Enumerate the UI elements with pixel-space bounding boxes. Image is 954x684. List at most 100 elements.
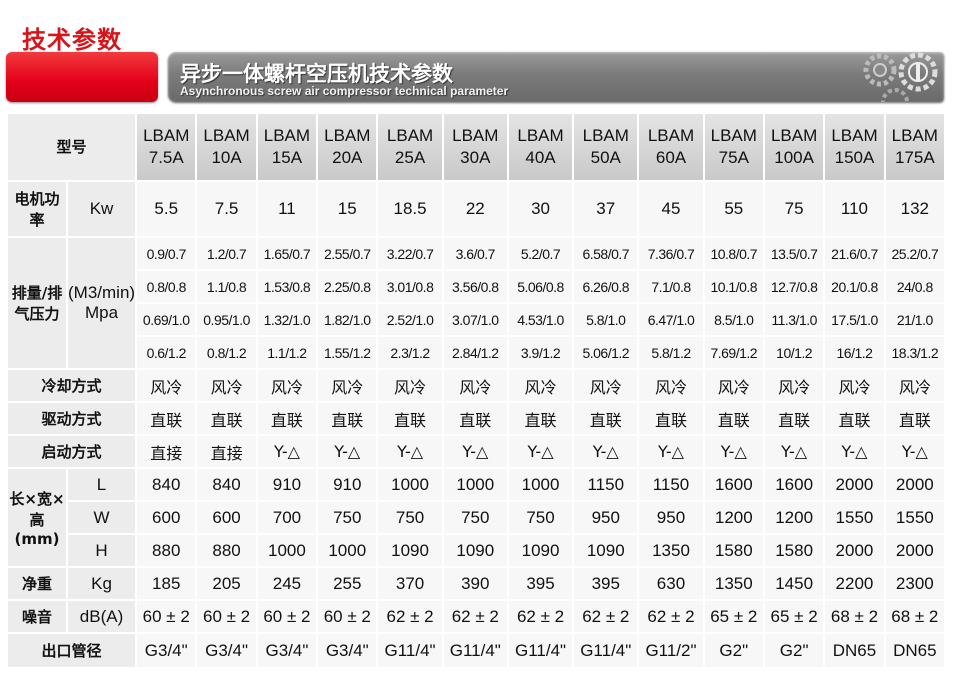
displacement-label: 排量/排气压力 bbox=[8, 238, 66, 368]
model-name-display: LBAM 150A bbox=[831, 126, 878, 167]
table-cell: G3/4" bbox=[197, 634, 256, 667]
table-cell: 6.47/1.0 bbox=[639, 304, 703, 335]
model-name-display: LBAM 30A bbox=[452, 126, 499, 167]
table-cell: 直接 bbox=[137, 436, 196, 467]
table-cell: 65 ± 2 bbox=[704, 601, 763, 632]
table-cell: 110 bbox=[825, 182, 884, 236]
table-cell: 7.69/1.2 bbox=[704, 337, 763, 368]
table-cell: 1000 bbox=[257, 535, 317, 566]
table-cell: 10/1.2 bbox=[764, 337, 824, 368]
table-cell: 3.01/0.8 bbox=[378, 271, 442, 302]
table-cell: G3/4" bbox=[318, 634, 377, 667]
table-cell: 12.7/0.8 bbox=[764, 271, 824, 302]
table-cell: 60 ± 2 bbox=[137, 601, 196, 632]
model-name-display: LBAM 100A bbox=[770, 126, 818, 167]
weight-label: 净重 bbox=[8, 568, 66, 599]
table-cell: 700 bbox=[257, 502, 317, 533]
table-cell: 25.2/0.7 bbox=[885, 238, 944, 269]
table-cell: 880 bbox=[197, 535, 256, 566]
table-cell: 2.55/0.7 bbox=[318, 238, 377, 269]
table-row: H 880 880 1000 1000 1090 1090 1090 1090 1350 1580 1… bbox=[8, 535, 944, 566]
table-cell: 0.8/0.8 bbox=[137, 271, 196, 302]
table-cell: 60 ± 2 bbox=[197, 601, 256, 632]
table-cell: 直联 bbox=[318, 403, 377, 434]
table-cell: 5.8/1.0 bbox=[574, 304, 638, 335]
table-cell: 0.69/1.0 bbox=[137, 304, 196, 335]
table-cell: Y-△ bbox=[443, 436, 507, 467]
table-cell: 370 bbox=[378, 568, 442, 599]
table-cell: Y-△ bbox=[508, 436, 573, 467]
table-cell: 750 bbox=[443, 502, 507, 533]
table-cell: 2.84/1.2 bbox=[443, 337, 507, 368]
table-cell: 直联 bbox=[508, 403, 573, 434]
table-cell: 37 bbox=[574, 182, 638, 236]
model-name-display: LBAM 10A bbox=[203, 126, 250, 167]
table-row: 净重 Kg 185 205 245 255 370 390 395 395 630 1350 1450 2… bbox=[8, 568, 944, 599]
table-cell: 风冷 bbox=[825, 370, 884, 401]
table-cell: 6.26/0.8 bbox=[574, 271, 638, 302]
table-cell: 600 bbox=[197, 502, 256, 533]
table-cell: 2000 bbox=[825, 469, 884, 500]
table-cell: 1580 bbox=[704, 535, 763, 566]
table-cell: Y-△ bbox=[574, 436, 638, 467]
table-cell: 风冷 bbox=[574, 370, 638, 401]
table-cell: 1090 bbox=[574, 535, 638, 566]
model-header-cell: LBAM 60ALBAM60A bbox=[639, 114, 703, 180]
table-cell: 3.6/0.7 bbox=[443, 238, 507, 269]
table-cell: 16/1.2 bbox=[825, 337, 884, 368]
table-cell: 0.95/1.0 bbox=[197, 304, 256, 335]
table-cell: 68 ± 2 bbox=[885, 601, 944, 632]
table-cell: 20.1/0.8 bbox=[825, 271, 884, 302]
table-cell: 风冷 bbox=[257, 370, 317, 401]
model-header-cell: LBAM 40ALBAM40A bbox=[508, 114, 573, 180]
table-cell: 750 bbox=[378, 502, 442, 533]
table-cell: DN65 bbox=[825, 634, 884, 667]
table-cell: G3/4" bbox=[137, 634, 196, 667]
table-cell: 65 ± 2 bbox=[764, 601, 824, 632]
table-cell: 3.07/1.0 bbox=[443, 304, 507, 335]
table-cell: G11/4" bbox=[443, 634, 507, 667]
table-cell: 2300 bbox=[885, 568, 944, 599]
table-cell: 5.06/0.8 bbox=[508, 271, 573, 302]
table-cell: 75 bbox=[764, 182, 824, 236]
red-accent-block bbox=[6, 52, 158, 102]
table-cell: Y-△ bbox=[639, 436, 703, 467]
table-row: 驱动方式 直联 直联 直联 直联 直联 直联 直联 直联 直联 直联 直联 直联 直联 bbox=[8, 403, 944, 434]
table-cell: 直联 bbox=[197, 403, 256, 434]
model-name-display: LBAM 20A bbox=[324, 126, 371, 167]
dimension-unit: L bbox=[68, 469, 136, 500]
table-row: 出口管径 G3/4" G3/4" G3/4" G3/4" G11/4" G11/4" G11/… bbox=[8, 634, 944, 667]
table-cell: 30 bbox=[508, 182, 573, 236]
table-cell: 750 bbox=[508, 502, 573, 533]
table-row: 启动方式 直接 直接 Y-△ Y-△ Y-△ Y-△ Y-△ Y-△ Y-△ Y-△ Y-△ Y-△ Y-… bbox=[8, 436, 944, 467]
table-cell: 13.5/0.7 bbox=[764, 238, 824, 269]
table-cell: 0.6/1.2 bbox=[137, 337, 196, 368]
model-header-cell: LBAM 10ALBAM10A bbox=[197, 114, 256, 180]
table-cell: 11 bbox=[257, 182, 317, 236]
table-cell: 2000 bbox=[885, 535, 944, 566]
table-cell: 1.1/1.2 bbox=[257, 337, 317, 368]
noise-label: 噪音 bbox=[8, 601, 66, 632]
displacement-unit: (M3/min) Mpa bbox=[68, 238, 136, 368]
table-cell: 1090 bbox=[508, 535, 573, 566]
table-cell: 950 bbox=[574, 502, 638, 533]
table-row: 0.69/1.0 0.95/1.0 1.32/1.0 1.82/1.0 2.52/1.0… bbox=[8, 304, 944, 335]
table-cell: 1200 bbox=[704, 502, 763, 533]
power-label: 电机功率 bbox=[8, 182, 66, 236]
table-cell: 1000 bbox=[443, 469, 507, 500]
table-cell: 2200 bbox=[825, 568, 884, 599]
table-cell: 1.1/0.8 bbox=[197, 271, 256, 302]
model-name-display: LBAM 25A bbox=[386, 126, 434, 167]
dimension-unit: H bbox=[68, 535, 136, 566]
table-cell: 1090 bbox=[378, 535, 442, 566]
table-cell: 1000 bbox=[318, 535, 377, 566]
table-cell: 18.3/1.2 bbox=[885, 337, 944, 368]
table-cell: 1350 bbox=[704, 568, 763, 599]
table-cell: 60 ± 2 bbox=[318, 601, 377, 632]
table-cell: 风冷 bbox=[704, 370, 763, 401]
table-cell: 风冷 bbox=[764, 370, 824, 401]
outlet-label: 出口管径 bbox=[8, 634, 136, 667]
cooling-label: 冷却方式 bbox=[8, 370, 136, 401]
table-cell: 11.3/1.0 bbox=[764, 304, 824, 335]
